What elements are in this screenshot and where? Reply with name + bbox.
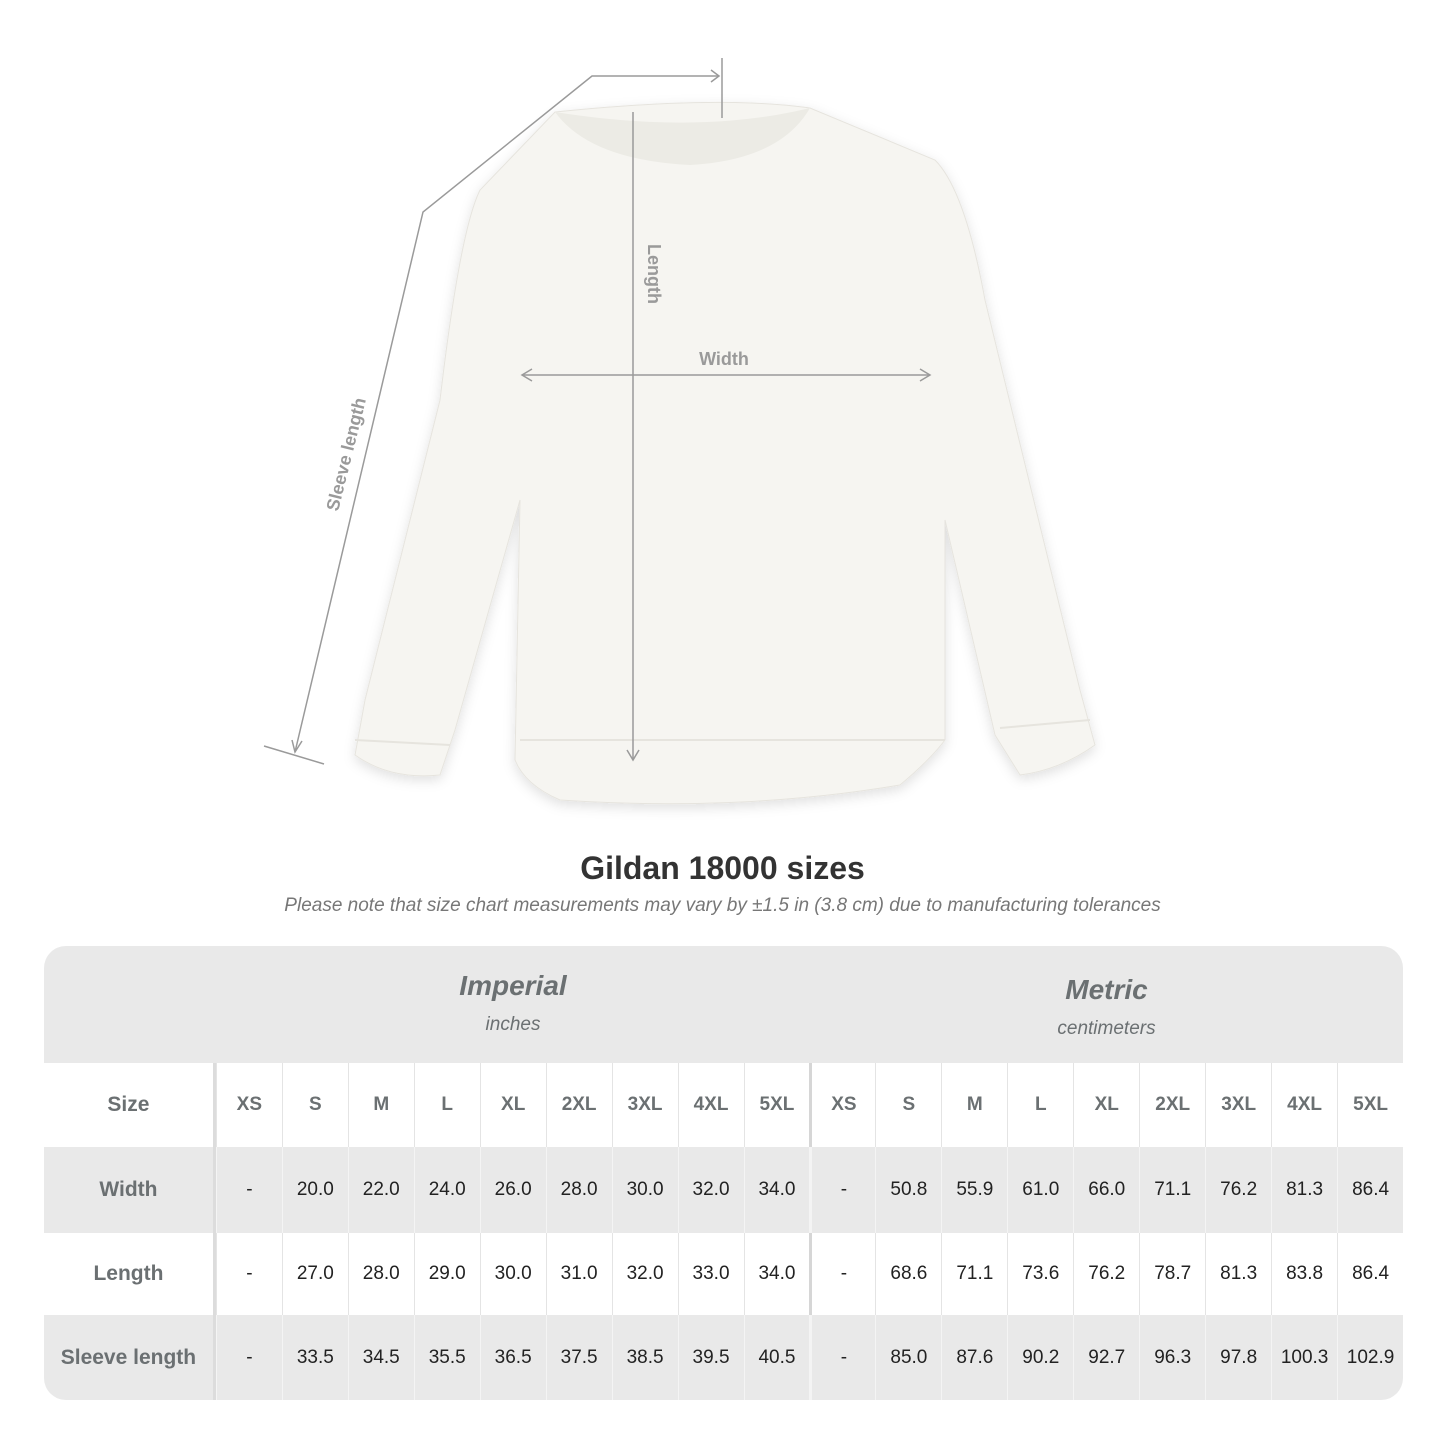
table-cell: 33.5 [281,1315,348,1400]
table-cell: 5XL [1337,1063,1403,1147]
table-cell: 90.2 [1007,1315,1073,1400]
table-cell: 71.1 [941,1233,1007,1315]
table-row: Width -20.0 22.0 24.0 26.0 28.0 30.0 32.0 34.0-5… [44,1147,1403,1233]
table-cell: L [1007,1063,1073,1147]
table-cell: 61.0 [1007,1147,1073,1233]
table-cell: 3XL [611,1063,678,1147]
table-cell: 34.5 [347,1315,414,1400]
table-cell: 38.5 [611,1315,678,1400]
table-cell: 4XL [1271,1063,1337,1147]
table-cell: S [281,1063,348,1147]
table-cell: - [809,1147,875,1233]
table-cell: 68.6 [875,1233,941,1315]
table-cell: - [809,1315,875,1400]
chart-title: Gildan 18000 sizes [580,850,865,886]
table-cell: 28.0 [545,1147,612,1233]
table-cell: - [215,1147,282,1233]
row-label: Width [44,1147,216,1233]
tolerance-note: Please note that size chart measurements… [284,895,1161,916]
table-cell: 83.8 [1271,1233,1337,1315]
table-cell: 92.7 [1073,1315,1139,1400]
table-cell: 2XL [545,1063,612,1147]
table-cell: 37.5 [545,1315,612,1400]
metric-unit: centimeters [1057,1018,1156,1039]
table-cell: 24.0 [413,1147,480,1233]
table-cell: 26.0 [479,1147,546,1233]
table-cell: 34.0 [743,1233,810,1315]
table-cell: 73.6 [1007,1233,1073,1315]
table-cell: 20.0 [281,1147,348,1233]
imperial-unit: inches [485,1014,541,1035]
table-cell: 97.8 [1205,1315,1271,1400]
row-label: Sleeve length [44,1315,216,1400]
table-cell: M [941,1063,1007,1147]
table-cell: 76.2 [1073,1233,1139,1315]
metric-header: Metric centimeters [810,974,1403,1040]
table-header: Imperial inches Metric centimeters [44,946,1403,1063]
table-cell: 29.0 [413,1233,480,1315]
table-cell: 85.0 [875,1315,941,1400]
table-cell: 78.7 [1139,1233,1205,1315]
table-cell: 86.4 [1337,1233,1403,1315]
table-cell: 71.1 [1139,1147,1205,1233]
table-cell: 2XL [1139,1063,1205,1147]
table-cell: XS [215,1063,282,1147]
table-cell: 81.3 [1271,1147,1337,1233]
table-cell: 102.9 [1337,1315,1403,1400]
size-table: Imperial inches Metric centimeters Size X… [44,946,1403,1400]
table-cell: 100.3 [1271,1315,1337,1400]
row-label: Length [44,1233,216,1315]
table-cell: 27.0 [281,1233,348,1315]
measurement-lines [263,58,932,765]
table-cell: 35.5 [413,1315,480,1400]
sleeve-length-label: Sleeve length [322,396,369,513]
table-row: Sleeve length -33.5 34.5 35.5 36.5 37.5 38.5 39… [44,1315,1403,1400]
table-cell: 4XL [677,1063,744,1147]
table-cell: 5XL [743,1063,810,1147]
table-cell: 30.0 [479,1233,546,1315]
length-label: Length [644,244,664,304]
table-cell: 55.9 [941,1147,1007,1233]
table-cell: XL [479,1063,546,1147]
table-cell: - [809,1233,875,1315]
table-cell: 76.2 [1205,1147,1271,1233]
table-cell: 36.5 [479,1315,546,1400]
table-cell: 66.0 [1073,1147,1139,1233]
table-cell: 96.3 [1139,1315,1205,1400]
table-cell: S [875,1063,941,1147]
table-cell: 87.6 [941,1315,1007,1400]
table-cell: 40.5 [743,1315,810,1400]
table-cell: 39.5 [677,1315,744,1400]
table-row: Length -27.0 28.0 29.0 30.0 31.0 32.0 33.0 34.0-… [44,1233,1403,1315]
imperial-title: Imperial [459,970,567,1001]
table-cell: - [215,1315,282,1400]
table-cell: 33.0 [677,1233,744,1315]
metric-title: Metric [1065,974,1148,1005]
table-cell: 32.0 [611,1233,678,1315]
table-cell: XS [809,1063,875,1147]
row-label: Size [44,1063,216,1147]
table-cell: 30.0 [611,1147,678,1233]
table-cell: 22.0 [347,1147,414,1233]
width-label: Width [699,349,749,369]
table-cell: 3XL [1205,1063,1271,1147]
table-cell: 86.4 [1337,1147,1403,1233]
sweatshirt-diagram: Length Width Sleeve length [263,58,1096,805]
imperial-header: Imperial inches [216,970,810,1036]
sweatshirt-image [354,101,1096,805]
table-cell: 28.0 [347,1233,414,1315]
table-cell: - [215,1233,282,1315]
table-cell: 32.0 [677,1147,744,1233]
table-row: Size XS S M L XL 2XL 3XL 4XL 5XL XS S M L XL 2XL 3XL 4XL 5… [44,1063,1403,1147]
table-cell: 50.8 [875,1147,941,1233]
table-cell: M [347,1063,414,1147]
table-cell: L [413,1063,480,1147]
table-cell: 31.0 [545,1233,612,1315]
table-cell: XL [1073,1063,1139,1147]
table-cell: 81.3 [1205,1233,1271,1315]
table-cell: 34.0 [743,1147,810,1233]
